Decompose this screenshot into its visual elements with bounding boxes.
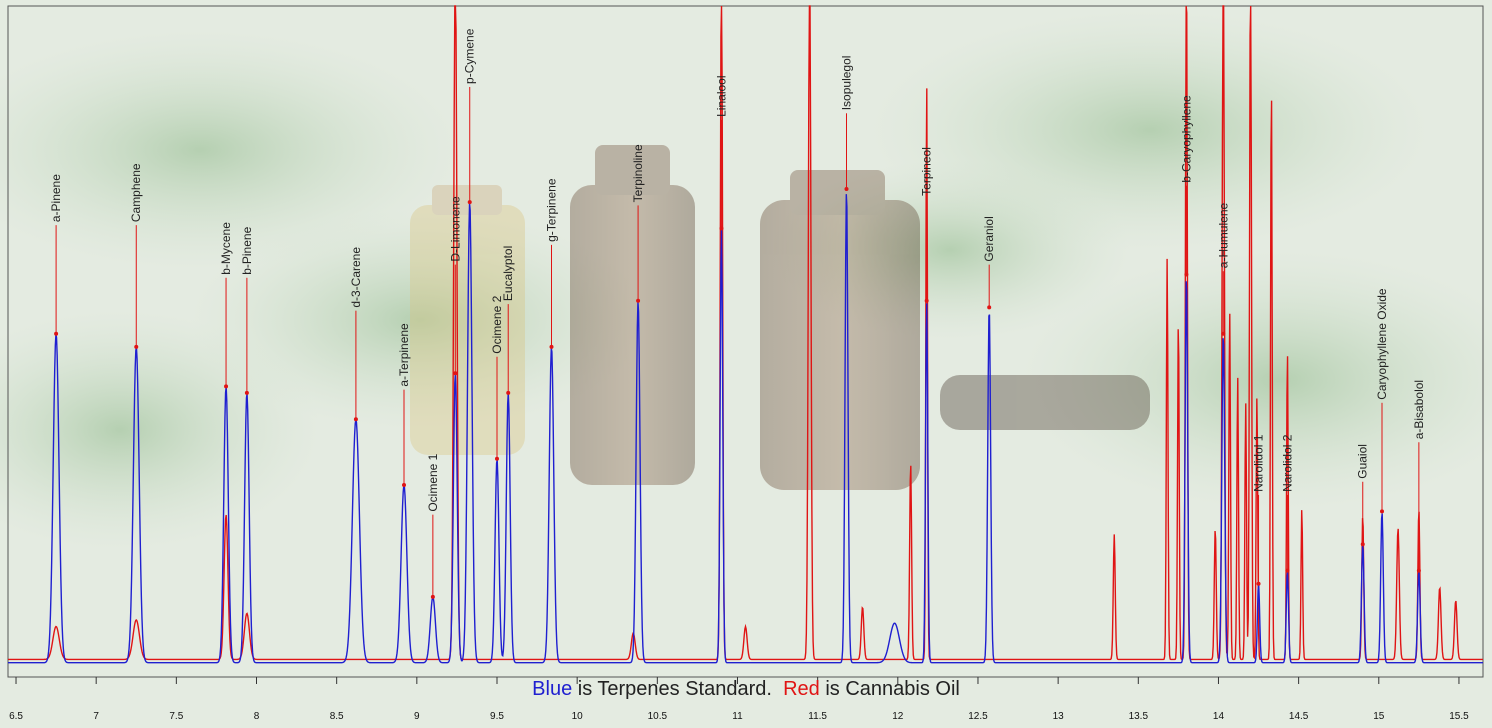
peak-label: Narolidol 2	[1280, 434, 1294, 492]
peak-marker-dot	[467, 200, 472, 205]
x-tick-label: 9.5	[490, 711, 504, 722]
peak-marker-dot	[719, 226, 724, 231]
x-tick-label: 15	[1373, 711, 1385, 722]
peak-marker-dot	[987, 305, 992, 310]
peak-label: a-Bisabolol	[1412, 380, 1426, 439]
peak-marker-dot	[402, 483, 407, 488]
peak-marker-dot	[1379, 509, 1384, 514]
x-tick-label: 8.5	[330, 711, 344, 722]
peak-label: p-Cymene	[463, 28, 477, 84]
legend-red-word: Red	[783, 678, 820, 700]
peak-marker-dot	[353, 417, 358, 422]
peak-marker-dot	[494, 456, 499, 461]
peak-label: Guaiol	[1356, 444, 1370, 479]
peak-label: Narolidol 1	[1252, 434, 1266, 492]
peak-marker-dot	[134, 344, 139, 349]
x-tick-label: 6.5	[9, 711, 23, 722]
x-tick-label: 13	[1053, 711, 1065, 722]
peak-marker-dot	[1285, 568, 1290, 573]
peak-marker-dot	[1416, 568, 1421, 573]
peak-label: Linalool	[714, 75, 728, 116]
legend-blue-word: Blue	[532, 678, 573, 700]
x-tick-label: 12.5	[968, 711, 988, 722]
peak-marker-dot	[1184, 272, 1189, 277]
peak-label: Ocimene 2	[490, 295, 504, 353]
x-tick-label: 12	[892, 711, 904, 722]
peak-marker-dot	[54, 331, 59, 336]
peak-label: a-Pinene	[49, 174, 63, 222]
x-tick-label: 9	[414, 711, 420, 722]
x-tick-label: 14.5	[1289, 711, 1309, 722]
x-tick-label: 13.5	[1129, 711, 1149, 722]
peak-label: b-Pinene	[240, 226, 254, 274]
peak-label: d-3-Carene	[349, 247, 363, 308]
x-tick-label: 7	[93, 711, 99, 722]
x-tick-label: 10.5	[648, 711, 668, 722]
peak-label: Terpineol	[920, 147, 934, 196]
peak-label: b-Mycene	[219, 222, 233, 275]
peak-label: D-Limonene	[448, 196, 462, 262]
peak-marker-dot	[244, 390, 249, 395]
peak-label: a-Terpinene	[397, 323, 411, 387]
peak-label: Isopulegol	[840, 56, 854, 111]
peak-marker-dot	[924, 298, 929, 303]
peak-labels: a-Pinene Camphene b-Mycene b-Pinene d-3-Care…	[49, 28, 1426, 599]
series-blue-trace	[8, 194, 1483, 664]
peak-marker-dot	[636, 298, 641, 303]
legend-caption: Blue is Terpenes Standard. Red is Cannab…	[0, 678, 1492, 701]
plot-frame	[7, 5, 1484, 678]
peak-label: b-Caryophyllene	[1179, 95, 1193, 183]
peak-marker-dot	[1256, 581, 1261, 586]
peak-label: Caryophyllene Oxide	[1375, 288, 1389, 400]
x-tick-label: 8	[254, 711, 260, 722]
peak-label: Ocimene 1	[426, 453, 440, 511]
peak-marker-dot	[224, 384, 229, 389]
x-tick-label: 10	[572, 711, 584, 722]
peak-label: Camphene	[129, 163, 143, 222]
legend-red-text: is Cannabis Oil	[819, 678, 960, 700]
x-tick-label: 11.5	[808, 711, 827, 722]
peak-marker-dot	[549, 344, 554, 349]
x-axis: 6.5 7 7.5 8 8.5 9 9.5 10 10.5 11 11.5 12 12.5 13 13.5 1…	[9, 677, 1469, 722]
peak-marker-dot	[506, 390, 511, 395]
peak-marker-dot	[844, 186, 849, 191]
peak-label: Geraniol	[982, 216, 996, 261]
legend-blue-text: is Terpenes Standard.	[572, 678, 784, 700]
x-tick-label: 15.5	[1449, 711, 1469, 722]
peak-marker-dot	[453, 371, 458, 376]
peak-marker-dot	[1221, 331, 1226, 336]
peak-label: Eucalyptol	[501, 246, 515, 301]
peak-marker-dot	[430, 594, 435, 599]
x-tick-label: 7.5	[169, 711, 183, 722]
peak-label: a-Humulene	[1216, 203, 1230, 269]
x-tick-label: 14	[1213, 711, 1225, 722]
peak-marker-dot	[1360, 542, 1365, 547]
x-tick-label: 11	[732, 711, 743, 722]
peak-label: g-Terpinene	[545, 178, 559, 242]
peak-label: Terpinoline	[631, 144, 645, 202]
chromatogram-traces	[8, 5, 1483, 664]
